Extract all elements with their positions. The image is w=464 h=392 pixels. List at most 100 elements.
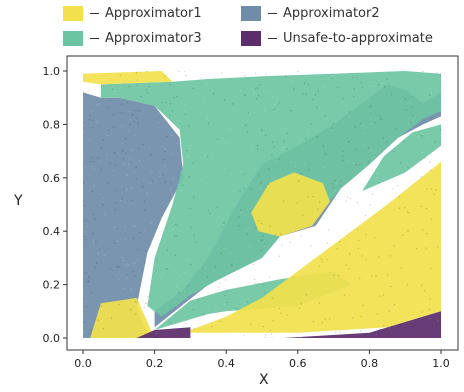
- speckle-point: [360, 329, 362, 332]
- speckle-point: [410, 106, 413, 108]
- speckle-point: [239, 190, 241, 192]
- speckle-point: [178, 72, 180, 74]
- speckle-point: [95, 240, 97, 243]
- speckle-point: [137, 259, 139, 261]
- speckle-point: [100, 305, 103, 307]
- speckle-point: [136, 84, 138, 86]
- speckle-point: [278, 307, 280, 310]
- speckle-point: [91, 110, 93, 113]
- x-tick-label: 0.6: [289, 357, 307, 370]
- speckle-point: [290, 109, 292, 112]
- speckle-point: [392, 150, 395, 153]
- speckle-point: [379, 180, 381, 183]
- speckle-point: [328, 229, 330, 231]
- speckle-point: [257, 94, 260, 97]
- speckle-point: [107, 129, 110, 131]
- speckle-point: [278, 158, 280, 160]
- speckle-point: [250, 103, 252, 106]
- speckle-point: [226, 301, 229, 304]
- speckle-point: [122, 150, 124, 152]
- speckle-point: [206, 117, 209, 120]
- speckle-point: [420, 176, 422, 178]
- speckle-point: [369, 99, 371, 101]
- speckle-point: [128, 157, 131, 159]
- speckle-point: [224, 142, 227, 144]
- speckle-point: [167, 268, 169, 271]
- speckle-point: [240, 211, 243, 213]
- speckle-point: [264, 336, 266, 338]
- speckle-point: [356, 286, 359, 288]
- speckle-point: [216, 140, 218, 142]
- speckle-point: [377, 333, 379, 335]
- speckle-point: [93, 241, 95, 243]
- speckle-point: [94, 218, 96, 220]
- speckle-point: [164, 164, 166, 167]
- speckle-point: [239, 209, 242, 211]
- speckle-point: [113, 151, 116, 154]
- speckle-point: [278, 102, 281, 104]
- speckle-point: [374, 122, 376, 124]
- speckle-point: [221, 311, 223, 313]
- speckle-point: [361, 86, 363, 89]
- speckle-point: [386, 274, 389, 276]
- speckle-point: [271, 275, 273, 278]
- speckle-point: [200, 77, 203, 80]
- speckle-point: [192, 162, 194, 164]
- speckle-point: [171, 153, 174, 155]
- speckle-point: [124, 226, 126, 228]
- speckle-point: [193, 234, 195, 236]
- speckle-point: [171, 110, 174, 112]
- speckle-point: [112, 88, 114, 91]
- speckle-point: [425, 207, 428, 210]
- speckle-point: [157, 122, 160, 124]
- speckle-point: [332, 122, 335, 125]
- speckle-point: [260, 182, 262, 184]
- legend-label-approximator2: Approximator2: [283, 6, 380, 21]
- speckle-point: [125, 310, 127, 312]
- speckle-point: [105, 315, 108, 317]
- speckle-point: [324, 115, 326, 117]
- speckle-point: [435, 150, 438, 153]
- speckle-point: [310, 310, 313, 312]
- speckle-point: [139, 231, 141, 234]
- speckle-point: [326, 259, 328, 261]
- speckle-point: [331, 77, 333, 79]
- speckle-point: [398, 196, 401, 198]
- speckle-point: [212, 92, 215, 95]
- speckle-point: [137, 109, 139, 112]
- speckle-point: [230, 172, 232, 175]
- speckle-point: [169, 83, 171, 86]
- speckle-point: [281, 244, 283, 246]
- speckle-point: [118, 266, 121, 268]
- speckle-point: [368, 216, 370, 218]
- speckle-point: [223, 167, 225, 169]
- speckle-point: [367, 276, 369, 278]
- speckle-point: [161, 102, 163, 104]
- speckle-point: [356, 201, 359, 204]
- speckle-point: [166, 249, 168, 252]
- speckle-point: [97, 103, 99, 106]
- speckle-point: [114, 90, 117, 92]
- speckle-point: [206, 276, 208, 278]
- speckle-point: [99, 248, 101, 250]
- speckle-point: [92, 213, 95, 215]
- speckle-point: [393, 250, 395, 252]
- speckle-point: [261, 239, 264, 241]
- speckle-point: [406, 211, 409, 213]
- region-approximator1-2: [190, 161, 441, 333]
- speckle-point: [234, 305, 236, 307]
- speckle-point: [431, 250, 433, 253]
- speckle-point: [306, 268, 308, 270]
- speckle-point: [128, 85, 130, 88]
- speckle-point: [434, 206, 437, 208]
- speckle-point: [116, 266, 118, 268]
- y-tick-label: 0.8: [43, 118, 61, 131]
- speckle-point: [422, 229, 424, 231]
- speckle-point: [365, 259, 367, 261]
- speckle-point: [388, 313, 390, 315]
- speckle-point: [374, 237, 376, 239]
- speckle-point: [144, 200, 146, 203]
- speckle-point: [184, 291, 186, 293]
- speckle-point: [193, 327, 195, 330]
